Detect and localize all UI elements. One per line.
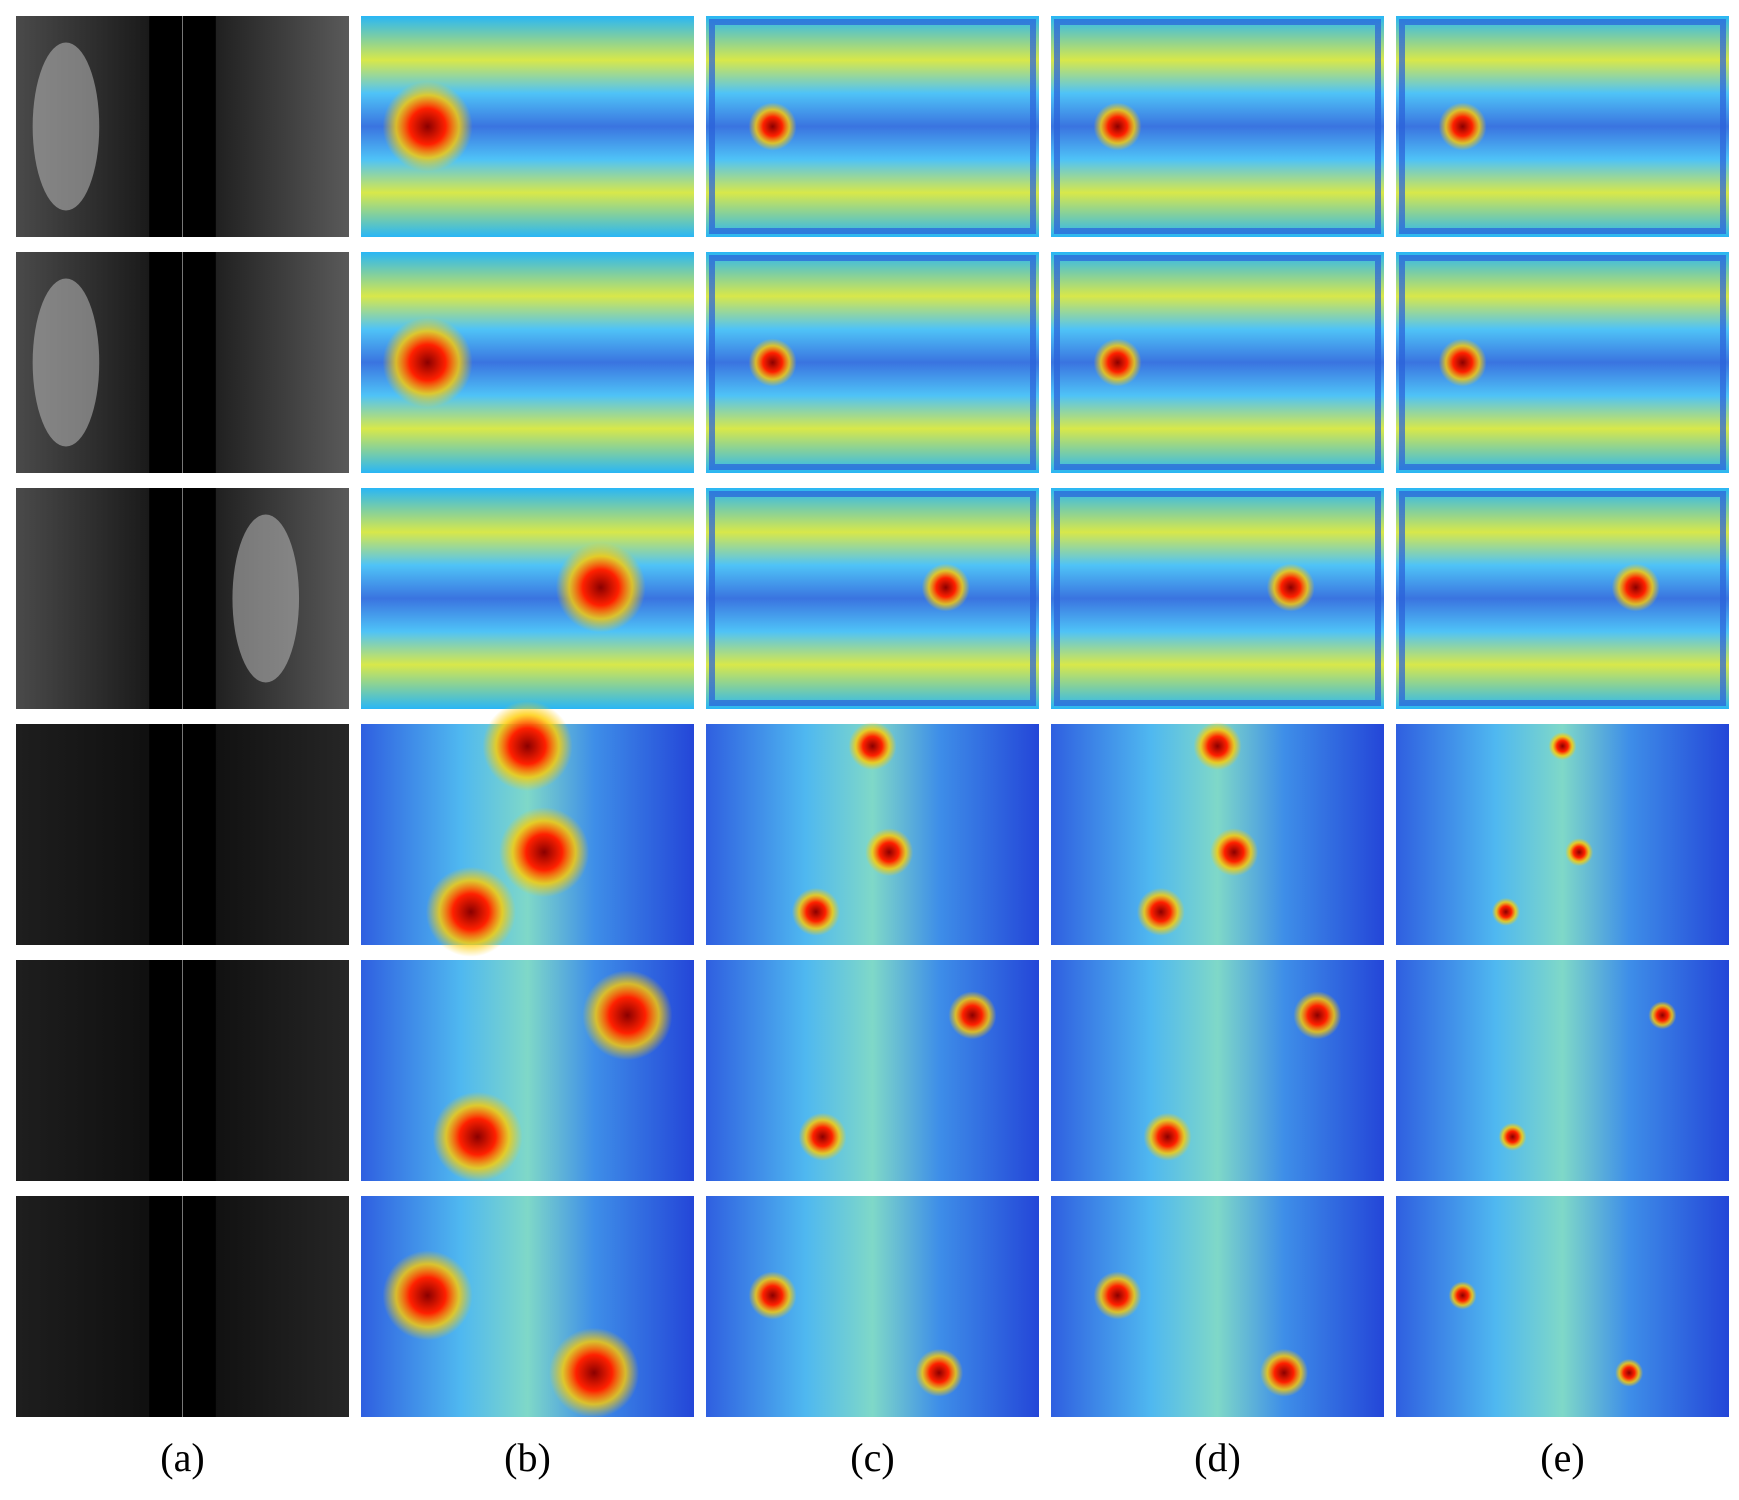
activation-blob (499, 807, 590, 898)
activation-blob (791, 887, 840, 936)
activation-blob (1548, 732, 1577, 761)
target-highlight (32, 278, 100, 447)
activation-blob (915, 1348, 964, 1397)
heatmap-frame (709, 255, 1036, 470)
heatmap (706, 488, 1039, 709)
heatmap-frame (1054, 491, 1381, 706)
activation-blob (1093, 338, 1142, 387)
activation-blob (1093, 102, 1142, 151)
activation-blob (1260, 1348, 1309, 1397)
activation-blob (748, 1271, 797, 1320)
activation-blob (748, 338, 797, 387)
column-label: (a) (160, 1435, 204, 1480)
activation-blob (1143, 1112, 1192, 1161)
activation-blob (1565, 838, 1594, 867)
heatmap (1396, 724, 1729, 945)
activation-blob (1438, 338, 1487, 387)
column-label: (b) (504, 1435, 551, 1480)
activation-blob (948, 991, 997, 1040)
activation-blob (921, 563, 970, 612)
target-highlight (232, 514, 300, 683)
heatmap (1051, 960, 1384, 1181)
activation-blob (1615, 1358, 1644, 1387)
activation-blob (865, 828, 914, 877)
activation-blob (1438, 102, 1487, 151)
heatmap-frame (1399, 255, 1726, 470)
target-highlight (32, 42, 100, 211)
panel-grid (16, 16, 1729, 1418)
column-label: (e) (1540, 1435, 1584, 1480)
heatmap-frame (1054, 19, 1381, 234)
activation-blob (382, 317, 473, 408)
activation-blob (748, 102, 797, 151)
activation-blob (382, 81, 473, 172)
heatmap-frame (1399, 19, 1726, 234)
heatmap-frame (709, 491, 1036, 706)
heatmap (706, 960, 1039, 1181)
heatmap (1051, 488, 1384, 709)
activation-blob (582, 970, 673, 1061)
heatmap (1396, 960, 1729, 1181)
activation-blob (1498, 1122, 1527, 1151)
heatmap (1396, 1196, 1729, 1417)
activation-blob (425, 866, 516, 957)
activation-blob (482, 701, 573, 792)
activation-blob (798, 1112, 847, 1161)
heatmap-frame (709, 19, 1036, 234)
column-label: (d) (1194, 1435, 1241, 1480)
activation-blob (1611, 563, 1660, 612)
activation-blob (382, 1250, 473, 1341)
column-label: (c) (850, 1435, 894, 1480)
activation-blob (549, 1327, 640, 1418)
activation-blob (555, 542, 646, 633)
activation-blob (848, 722, 897, 771)
heatmap-frame (1399, 491, 1726, 706)
activation-blob (1266, 563, 1315, 612)
activation-blob (1293, 991, 1342, 1040)
heatmap (1396, 488, 1729, 709)
activation-blob (1210, 828, 1259, 877)
activation-blob (1193, 722, 1242, 771)
activation-blob (1491, 897, 1520, 926)
activation-blob (1136, 887, 1185, 936)
activation-blob (1448, 1281, 1477, 1310)
activation-blob (1093, 1271, 1142, 1320)
activation-blob (432, 1091, 523, 1182)
activation-blob (1648, 1001, 1677, 1030)
heatmap-frame (1054, 255, 1381, 470)
